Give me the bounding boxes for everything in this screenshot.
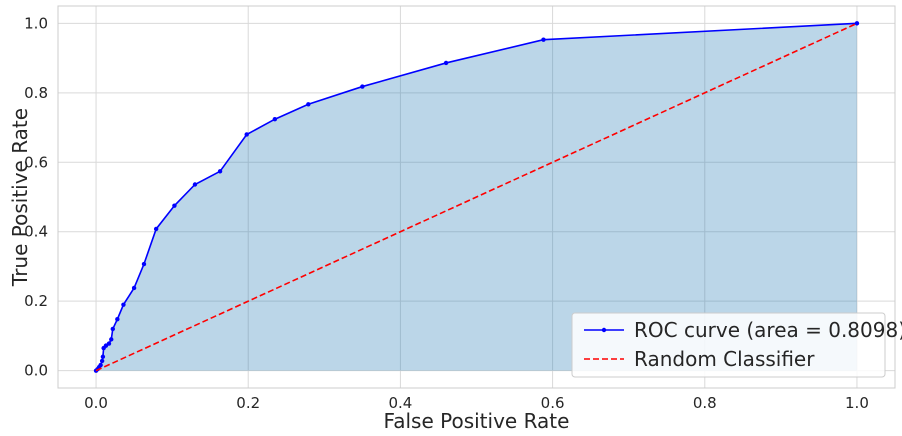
roc-point [131, 285, 137, 291]
roc-point [100, 354, 106, 359]
roc-point [172, 203, 177, 208]
x-axis-label: False Positive Rate [384, 409, 570, 433]
x-tick-label: 0.2 [236, 394, 260, 412]
roc-point [854, 21, 860, 26]
roc-point [98, 362, 103, 368]
roc-point [109, 337, 114, 342]
roc-point [272, 117, 278, 122]
x-tick-label: 1.0 [845, 394, 869, 412]
roc-point [217, 169, 223, 174]
roc-point [360, 84, 365, 89]
x-tick-label: 0.8 [693, 394, 717, 412]
x-tick-label: 0.6 [541, 394, 565, 412]
roc-point [192, 182, 198, 187]
tick-labels: 0.0 0.2 0.4 0.6 0.8 1.0 0.0 0.2 0.4 0.6 0.8 1.0 [24, 14, 869, 412]
y-tick-label: 0.2 [24, 292, 48, 310]
y-axis-label: True Positive Rate [8, 108, 32, 287]
roc-point [141, 261, 147, 267]
roc-point [541, 37, 546, 42]
y-tick-label: 0.8 [24, 84, 48, 102]
x-tick-label: 0.0 [84, 394, 108, 412]
legend: ROC curve (area = 0.8098) Random Classif… [571, 312, 902, 378]
plot-frame [57, 5, 896, 389]
roc-point [443, 60, 449, 66]
y-tick-label: 0.4 [24, 223, 48, 241]
grid [58, 6, 895, 388]
random-classifier-line [95, 22, 858, 372]
roc-point [121, 302, 126, 307]
y-tick-label: 1.0 [24, 14, 48, 32]
roc-point [99, 358, 105, 364]
y-tick-label: 0.0 [24, 362, 48, 380]
legend-box [571, 312, 886, 378]
y-tick-label: 0.6 [24, 153, 48, 171]
roc-point [110, 326, 115, 332]
roc-point [306, 102, 311, 107]
series-layer [93, 21, 860, 373]
roc-point [153, 226, 159, 232]
x-tick-label: 0.4 [388, 394, 412, 412]
legend-roc-marker [601, 327, 607, 333]
roc-point [244, 132, 249, 137]
roc-point [106, 341, 112, 346]
legend-random-label: Random Classifier [634, 347, 815, 371]
roc-point [115, 317, 120, 322]
legend-roc-label: ROC curve (area = 0.8098) [634, 318, 902, 342]
